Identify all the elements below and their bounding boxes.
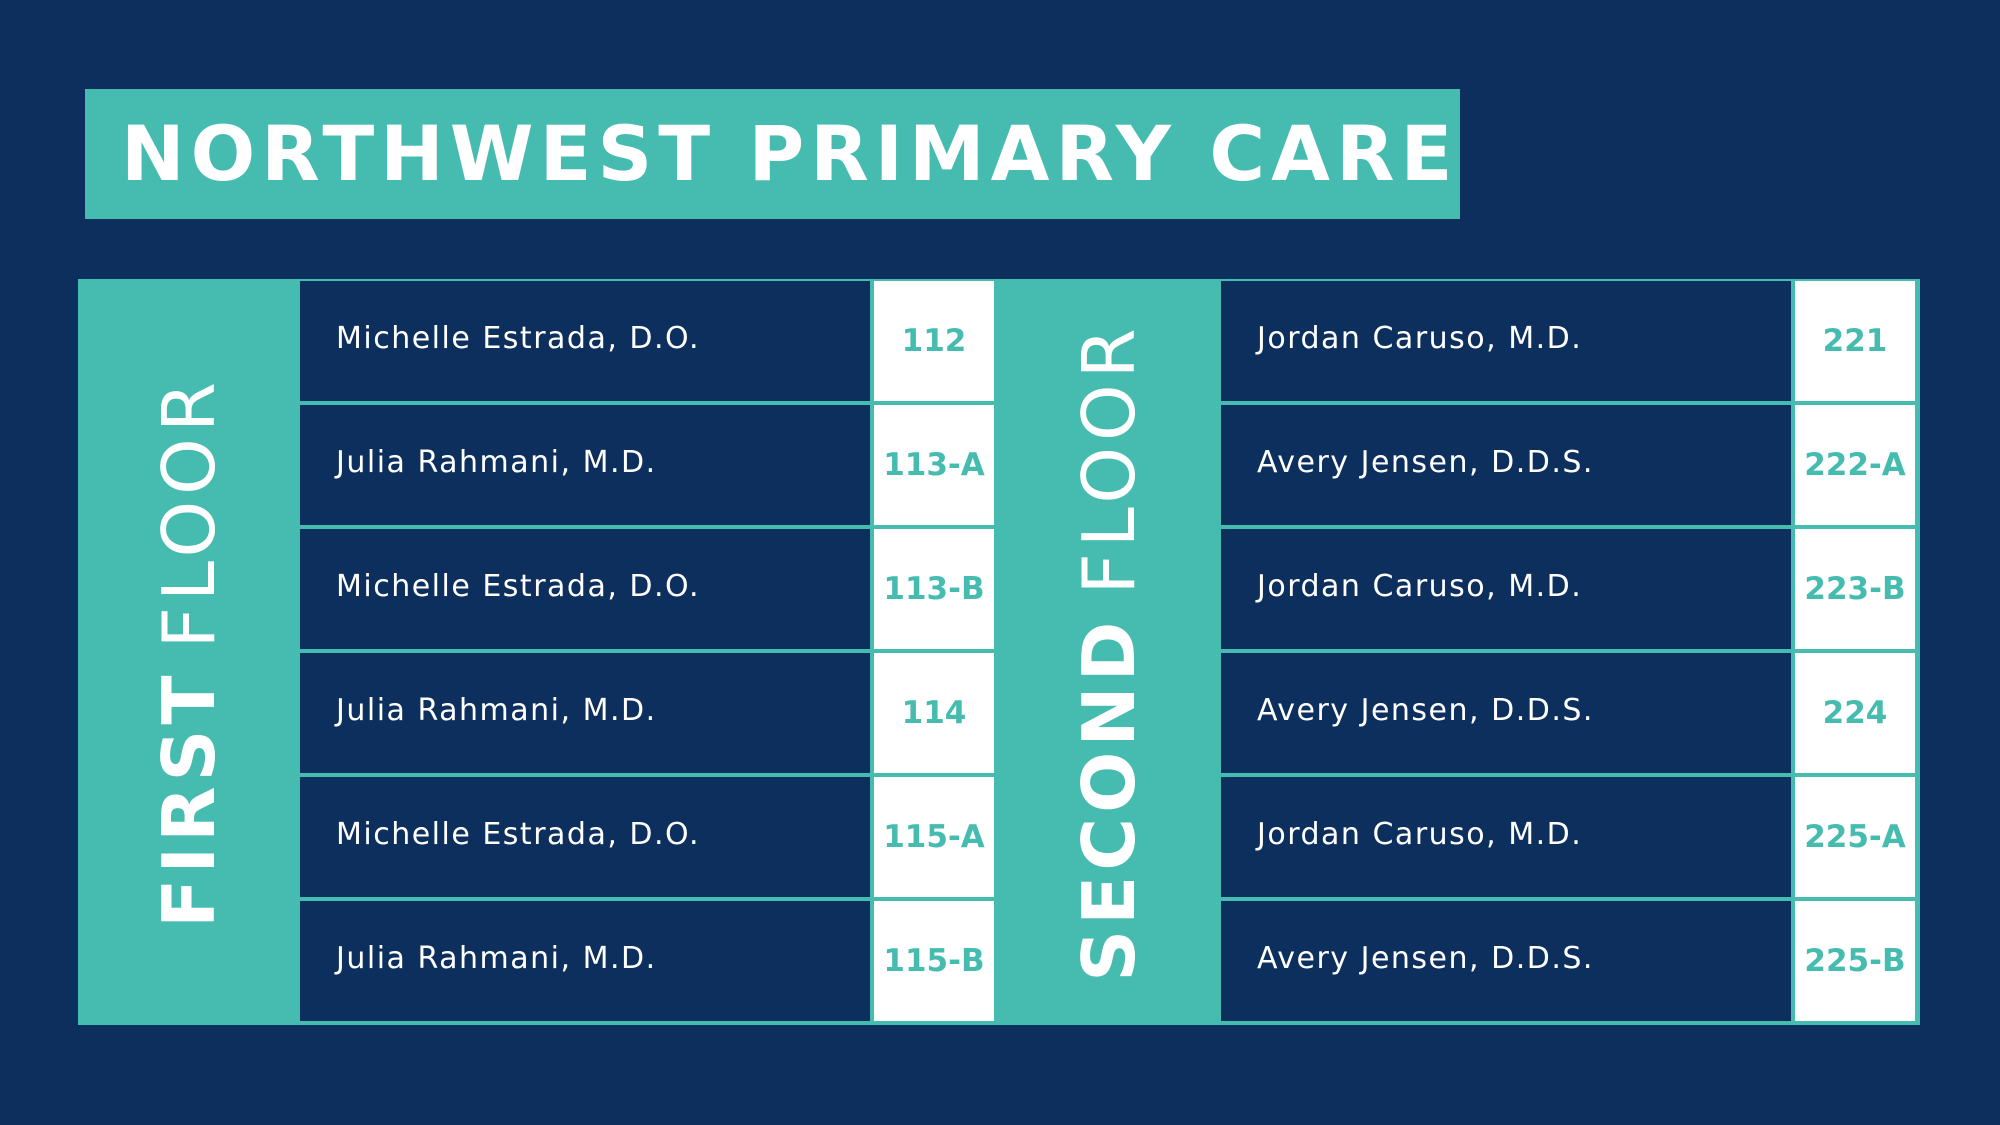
room-number-cell: 113-B (874, 529, 994, 649)
physician-name-cell: Michelle Estrada, D.O. (300, 529, 870, 649)
room-number: 112 (901, 323, 967, 359)
physician-name-cell: Jordan Caruso, M.D. (1221, 529, 1791, 649)
room-number-cell: 225-B (1795, 901, 1915, 1021)
physician-name-cell: Julia Rahmani, M.D. (300, 901, 870, 1021)
physician-name-cell: Avery Jensen, D.D.S. (1221, 653, 1791, 773)
room-number-cell: 224 (1795, 653, 1915, 773)
physician-name: Jordan Caruso, M.D. (1257, 816, 1583, 852)
first-floor-label: FIRST FLOOR (147, 376, 231, 928)
physician-name: Michelle Estrada, D.O. (336, 320, 700, 356)
room-number-cell: 115-A (874, 777, 994, 897)
physician-name-cell: Michelle Estrada, D.O. (300, 281, 870, 401)
physician-name-cell: Avery Jensen, D.D.S. (1221, 405, 1791, 525)
room-number-cell: 221 (1795, 281, 1915, 401)
physician-name: Avery Jensen, D.D.S. (1257, 692, 1594, 728)
physician-name-cell: Jordan Caruso, M.D. (1221, 777, 1791, 897)
floor-label-light: FLOOR (1067, 322, 1151, 595)
physician-name: Avery Jensen, D.D.S. (1257, 940, 1594, 976)
floor-label-light: FLOOR (147, 376, 231, 649)
room-number: 113-B (883, 571, 985, 607)
room-number: 114 (901, 695, 967, 731)
room-number: 113-A (883, 447, 985, 483)
room-number: 115-A (883, 819, 985, 855)
title-banner: NORTHWEST PRIMARY CARE (85, 89, 1460, 219)
room-number: 225-A (1804, 819, 1906, 855)
room-number-cell: 222-A (1795, 405, 1915, 525)
physician-name: Michelle Estrada, D.O. (336, 568, 700, 604)
physician-name-cell: Jordan Caruso, M.D. (1221, 281, 1791, 401)
room-number: 224 (1822, 695, 1888, 731)
physician-name: Avery Jensen, D.D.S. (1257, 444, 1594, 480)
second-floor-label: SECOND FLOOR (1067, 322, 1151, 981)
floor-label-strong: FIRST (147, 670, 231, 928)
physician-name-cell: Avery Jensen, D.D.S. (1221, 901, 1791, 1021)
physician-name: Julia Rahmani, M.D. (336, 444, 657, 480)
room-number: 221 (1822, 323, 1888, 359)
page-title: NORTHWEST PRIMARY CARE (121, 109, 1459, 198)
physician-name: Julia Rahmani, M.D. (336, 940, 657, 976)
second-floor-label-panel: SECOND FLOOR (998, 279, 1220, 1025)
room-number-cell: 113-A (874, 405, 994, 525)
room-number-cell: 112 (874, 281, 994, 401)
physician-name-cell: Julia Rahmani, M.D. (300, 653, 870, 773)
room-number-cell: 114 (874, 653, 994, 773)
room-number: 115-B (883, 943, 985, 979)
physician-name-cell: Julia Rahmani, M.D. (300, 405, 870, 525)
physician-name: Julia Rahmani, M.D. (336, 692, 657, 728)
room-number-cell: 223-B (1795, 529, 1915, 649)
directory-board: FIRST FLOOR Michelle Estrada, D.O. 112 Ju… (78, 279, 1920, 1025)
floor-label-strong: SECOND (1067, 616, 1151, 982)
room-number: 222-A (1804, 447, 1906, 483)
physician-name-cell: Michelle Estrada, D.O. (300, 777, 870, 897)
room-number: 225-B (1804, 943, 1906, 979)
physician-name: Michelle Estrada, D.O. (336, 816, 700, 852)
room-number: 223-B (1804, 571, 1906, 607)
physician-name: Jordan Caruso, M.D. (1257, 568, 1583, 604)
physician-name: Jordan Caruso, M.D. (1257, 320, 1583, 356)
first-floor-label-panel: FIRST FLOOR (78, 279, 300, 1025)
room-number-cell: 115-B (874, 901, 994, 1021)
room-number-cell: 225-A (1795, 777, 1915, 897)
